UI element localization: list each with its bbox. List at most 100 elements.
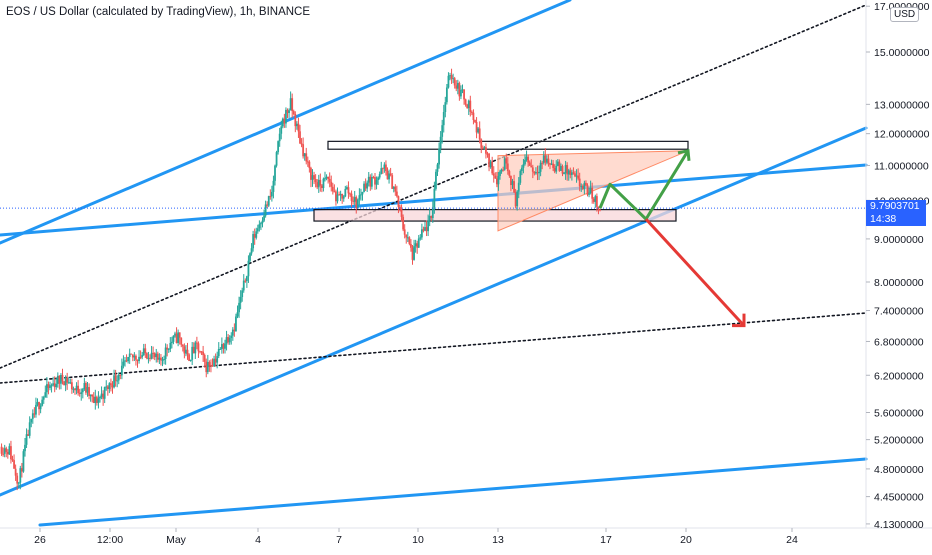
- candle-body: [223, 344, 225, 349]
- candle-body: [308, 162, 310, 168]
- candle-body: [73, 389, 75, 390]
- candle-body: [443, 112, 445, 125]
- candle-body: [318, 180, 320, 187]
- candle-body: [129, 354, 131, 357]
- candle-body: [466, 105, 468, 108]
- candle-body: [76, 386, 78, 390]
- candle-body: [29, 422, 31, 435]
- candle-body: [368, 177, 370, 183]
- candle-body: [376, 180, 378, 185]
- candle-body: [218, 349, 220, 356]
- candle-body: [333, 191, 335, 192]
- last-price-value: 9.7903701: [870, 200, 926, 213]
- candle-body: [535, 172, 537, 173]
- candle-body: [369, 177, 371, 187]
- candle-body: [213, 359, 215, 366]
- candle-body: [198, 343, 200, 351]
- price-axis[interactable]: 17.000000015.000000013.000000012.0000000…: [866, 1, 930, 531]
- candle-body: [415, 243, 417, 246]
- candle-body: [440, 137, 442, 149]
- candle-body: [235, 317, 237, 332]
- candle-body: [576, 176, 578, 177]
- candle-body: [516, 192, 518, 207]
- candle-body: [80, 392, 82, 394]
- candle-body: [324, 178, 326, 179]
- candle-body: [160, 358, 162, 361]
- candle-body: [66, 377, 68, 382]
- candle-body: [204, 355, 206, 362]
- candle-body: [271, 192, 273, 196]
- candle-body: [419, 237, 421, 238]
- candle-body: [88, 387, 90, 396]
- time-tick-label: 10: [412, 534, 424, 546]
- candle-body: [246, 276, 248, 281]
- candle-body: [57, 376, 59, 384]
- price-tick-label: 13.0000000: [874, 99, 930, 111]
- candle-body: [433, 189, 435, 208]
- candle-body: [552, 164, 554, 168]
- candle-body: [343, 196, 345, 198]
- candle-body: [405, 235, 407, 238]
- candle-body: [402, 217, 404, 230]
- candle-body: [396, 192, 398, 197]
- candle-body: [463, 89, 465, 99]
- candle-body: [341, 194, 343, 199]
- candle-body: [532, 167, 534, 171]
- candle-body: [94, 397, 96, 403]
- candle-body: [260, 223, 262, 224]
- candle-body: [62, 375, 64, 381]
- candle-body: [19, 468, 21, 482]
- candle-body: [277, 141, 279, 152]
- candle-body: [558, 162, 560, 171]
- candle-body: [49, 385, 51, 388]
- candle-body: [429, 216, 431, 221]
- candle-body: [8, 446, 10, 454]
- candle-body: [163, 359, 165, 360]
- candle-body: [263, 216, 265, 221]
- candle-body: [524, 160, 526, 164]
- candle-body: [310, 168, 312, 180]
- candle-body: [173, 336, 175, 342]
- candle-body: [379, 174, 381, 177]
- candle-body: [390, 173, 392, 175]
- candle-body: [30, 419, 32, 423]
- candle-body: [573, 172, 575, 173]
- candle-body: [258, 224, 260, 228]
- candle-body: [171, 342, 173, 343]
- candle-body: [7, 452, 9, 454]
- candle-body: [51, 385, 53, 386]
- time-tick-label: 17: [600, 534, 612, 546]
- candle-body: [502, 170, 504, 171]
- candle-body: [110, 383, 112, 385]
- candle-body: [48, 384, 50, 388]
- candle-body: [38, 402, 40, 409]
- candle-body: [421, 229, 423, 237]
- candle-body: [230, 336, 232, 338]
- candle-body: [346, 187, 348, 189]
- candle-body: [549, 163, 551, 164]
- candle-body: [315, 179, 317, 182]
- candle-body: [21, 468, 23, 471]
- candle-body: [546, 159, 548, 163]
- candle-body: [407, 237, 409, 238]
- candle-body: [435, 172, 437, 189]
- candle-body: [140, 357, 142, 358]
- candle-body: [485, 147, 487, 153]
- candle-body: [424, 227, 426, 231]
- candle-body: [530, 166, 532, 168]
- candle-body: [394, 187, 396, 192]
- candle-body: [60, 375, 62, 384]
- currency-badge[interactable]: USD: [890, 7, 919, 22]
- candle-body: [580, 186, 582, 187]
- plot-area[interactable]: [0, 0, 866, 525]
- candle-body: [579, 179, 581, 187]
- candle-body: [107, 386, 109, 389]
- candle-body: [483, 147, 485, 148]
- candle-body: [229, 338, 231, 342]
- time-axis[interactable]: 26 12:00 May 4 7 10 13 17 20 24: [34, 528, 798, 546]
- candle-body: [499, 171, 501, 176]
- price-tick-label: 6.8000000: [874, 336, 924, 348]
- symbol-title[interactable]: EOS / US Dollar (calculated by TradingVi…: [6, 6, 310, 18]
